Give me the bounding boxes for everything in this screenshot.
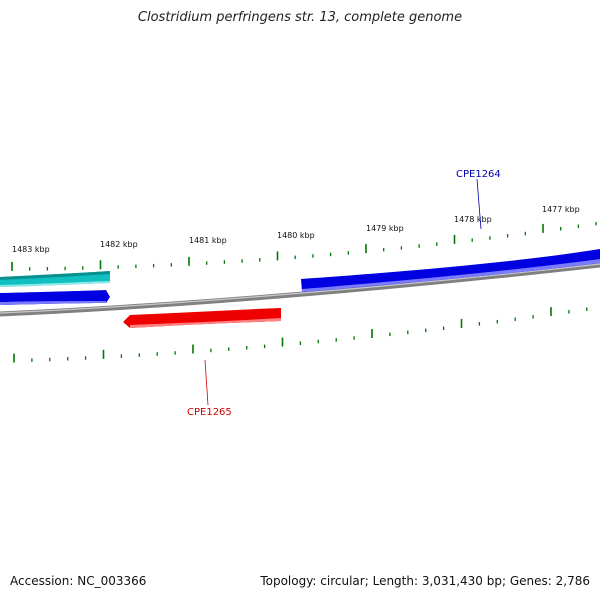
topology-value: circular — [320, 574, 365, 588]
length-value: 3,031,430 bp — [421, 574, 502, 588]
inner-tick-ring — [13, 307, 588, 363]
map-title: Clostridium perfringens str. 13, complet… — [137, 10, 463, 25]
reverse-gene-cpe1265[interactable] — [123, 308, 281, 328]
tick-label: 1480 kbp — [277, 231, 315, 240]
cpe1265-label[interactable]: CPE1265 — [187, 407, 232, 418]
forward-gene-cpe1264[interactable] — [301, 249, 600, 292]
tick-label: 1482 kbp — [100, 240, 138, 249]
outer-tick-ring — [11, 221, 597, 271]
tick-labels: 1483 kbp 1482 kbp 1481 kbp 1480 kbp 1479… — [12, 205, 580, 254]
cpe1264-leader-line — [476, 178, 482, 230]
accession-info: Accession: NC_003366 — [10, 574, 146, 588]
cpe1264-label[interactable]: CPE1264 — [456, 169, 501, 180]
genes-value: 2,786 — [555, 574, 590, 588]
accession-value: NC_003366 — [77, 574, 147, 588]
topology-label: Topology: — [260, 574, 317, 588]
backbone-highlight — [0, 263, 600, 314]
genome-summary: Topology: circular; Length: 3,031,430 bp… — [260, 574, 590, 588]
accession-label: Accession: — [10, 574, 74, 588]
cpe1265-leader-line — [204, 359, 209, 406]
feature-cyan[interactable] — [0, 271, 110, 287]
genes-label: Genes: — [509, 574, 552, 588]
tick-label: 1481 kbp — [189, 236, 227, 245]
genome-backbone — [0, 262, 600, 317]
tick-label: 1478 kbp — [454, 215, 492, 224]
tick-label: 1483 kbp — [12, 245, 50, 254]
length-label: Length: — [372, 574, 419, 588]
tick-label: 1477 kbp — [542, 205, 580, 214]
tick-label: 1479 kbp — [366, 224, 404, 233]
forward-gene-left[interactable] — [0, 290, 110, 305]
